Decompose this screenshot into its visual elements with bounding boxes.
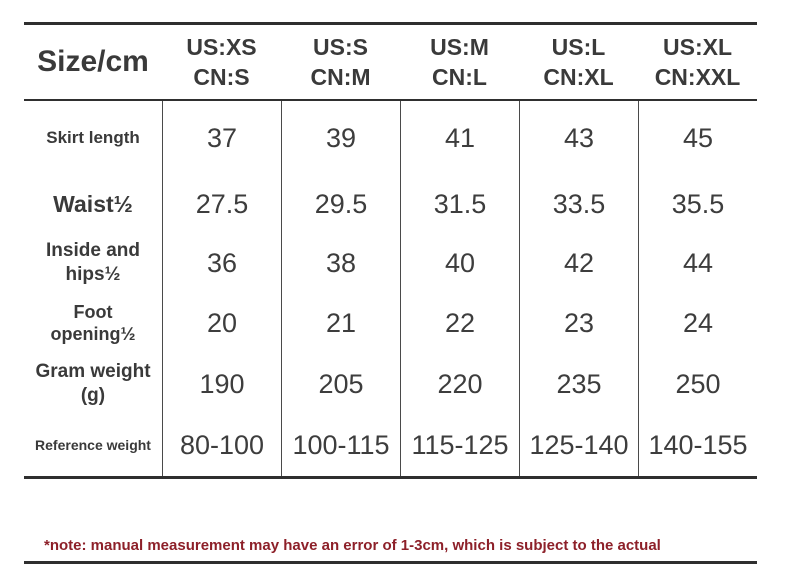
value-cell: 115-125 (400, 415, 519, 476)
value-cell: 35.5 (638, 175, 757, 233)
row-label: Inside and hips½ (46, 240, 140, 285)
value-cell: 27.5 (162, 175, 281, 233)
value-cell: 80-100 (162, 415, 281, 476)
row-label: Skirt length (46, 128, 140, 148)
bottom-divider (24, 561, 757, 564)
us-size-label: US:S (313, 34, 368, 60)
value-cell: 23 (519, 293, 638, 353)
cn-size-label: CN:XXL (654, 64, 741, 90)
row-label: Foot opening½ (50, 301, 136, 345)
value-cell: 205 (281, 353, 400, 415)
size-unit-label: Size/cm (37, 45, 149, 78)
value-cell: 29.5 (281, 175, 400, 233)
value-cell: 43 (519, 101, 638, 175)
cn-size-label: CN:L (432, 64, 487, 90)
value-cell: 20 (162, 293, 281, 353)
value-cell: 24 (638, 293, 757, 353)
value-cell: 36 (162, 233, 281, 293)
table-row-hips: Inside and hips½ 36 38 40 42 44 (24, 233, 757, 293)
disclaimer-note: *note: manual measurement may have an er… (44, 493, 750, 584)
value-cell: 42 (519, 233, 638, 293)
value-cell: 21 (281, 293, 400, 353)
value-cell: 45 (638, 101, 757, 175)
column-header-xs: US:XS CN:S (162, 25, 281, 99)
value-cell: 37 (162, 101, 281, 175)
value-cell: 22 (400, 293, 519, 353)
cn-size-label: CN:M (310, 64, 371, 90)
cn-size-label: CN:XL (543, 64, 614, 90)
column-header-l: US:L CN:XL (519, 25, 638, 99)
us-size-label: US:L (551, 34, 606, 60)
value-cell: 41 (400, 101, 519, 175)
value-cell: 31.5 (400, 175, 519, 233)
us-size-label: US:M (430, 34, 489, 60)
table-row-foot-opening: Foot opening½ 20 21 22 23 24 (24, 293, 757, 353)
value-cell: 235 (519, 353, 638, 415)
value-cell: 39 (281, 101, 400, 175)
column-header-m: US:M CN:L (400, 25, 519, 99)
table-row-reference-weight: Reference weight 80-100 100-115 115-125 … (24, 415, 757, 476)
value-cell: 38 (281, 233, 400, 293)
size-table-header-row: Size/cm US:XS CN:S US:S CN:M US:M CN:L US:L… (24, 22, 757, 101)
row-label: Waist½ (53, 190, 133, 217)
value-cell: 220 (400, 353, 519, 415)
size-table-body: Skirt length 37 39 41 43 45 Waist½ 27.5 … (24, 101, 757, 479)
cn-size-label: CN:S (193, 64, 250, 90)
column-header-s: US:S CN:M (281, 25, 400, 99)
note-line: *note: manual measurement may have an er… (44, 537, 661, 554)
value-cell: 190 (162, 353, 281, 415)
value-cell: 44 (638, 233, 757, 293)
us-size-label: US:XS (186, 34, 257, 60)
us-size-label: US:XL (663, 34, 732, 60)
table-row-gram-weight: Gram weight (g) 190 205 220 235 250 (24, 353, 757, 415)
value-cell: 250 (638, 353, 757, 415)
value-cell: 33.5 (519, 175, 638, 233)
row-label: Gram weight (g) (35, 361, 151, 406)
value-cell: 100-115 (281, 415, 400, 476)
column-header-xl: US:XL CN:XXL (638, 25, 757, 99)
row-label: Reference weight (35, 436, 151, 453)
value-cell: 125-140 (519, 415, 638, 476)
table-row-waist: Waist½ 27.5 29.5 31.5 33.5 35.5 (24, 175, 757, 233)
value-cell: 140-155 (638, 415, 757, 476)
value-cell: 40 (400, 233, 519, 293)
size-table: Size/cm US:XS CN:S US:S CN:M US:M CN:L US:L… (24, 22, 757, 479)
table-row-skirt-length: Skirt length 37 39 41 43 45 (24, 101, 757, 175)
